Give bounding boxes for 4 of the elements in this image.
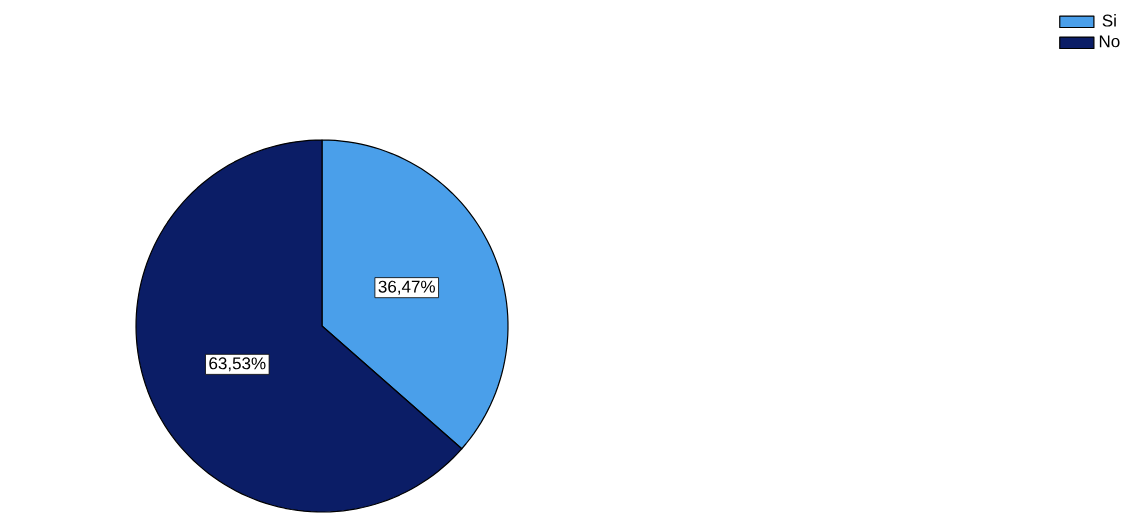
legend-label: Si (1102, 14, 1116, 27)
data-label: 36,47% (378, 280, 435, 295)
legend-label: No (1099, 35, 1120, 48)
data-label: 63,53% (209, 357, 266, 372)
